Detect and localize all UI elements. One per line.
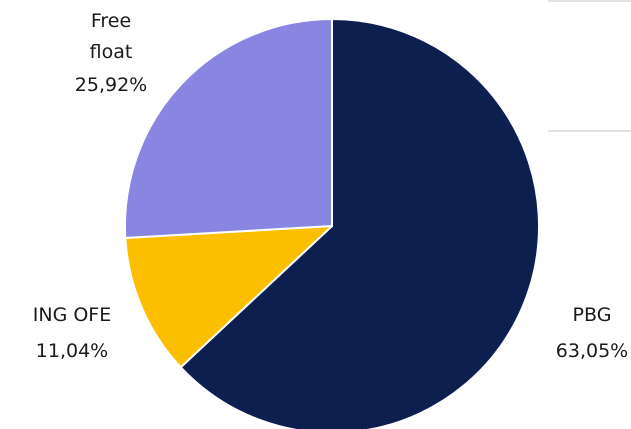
- slice-category-label: float: [90, 41, 133, 63]
- pie-slices: [123, 18, 540, 429]
- slice-value-label: 63,05%: [556, 340, 628, 362]
- pie-slice-pbg: [179, 18, 540, 429]
- slice-value-label: 25,92%: [75, 74, 147, 96]
- pie-slice-free-float: [123, 18, 333, 239]
- pie-slice-ing-ofe: [124, 225, 333, 369]
- slice-label-ing-ofe: ING OFE 11,04%: [33, 304, 111, 362]
- slice-category-label: ING OFE: [33, 304, 111, 326]
- pie-labels: PBG 63,05% ING OFE 11,04% Free float 25,92%: [33, 10, 628, 362]
- slice-category-label: Free: [91, 10, 131, 32]
- slice-label-pbg: PBG 63,05%: [556, 304, 628, 362]
- slice-label-free-float: Free float 25,92%: [75, 10, 147, 96]
- slice-category-label: PBG: [573, 304, 612, 326]
- slice-value-label: 11,04%: [36, 340, 108, 362]
